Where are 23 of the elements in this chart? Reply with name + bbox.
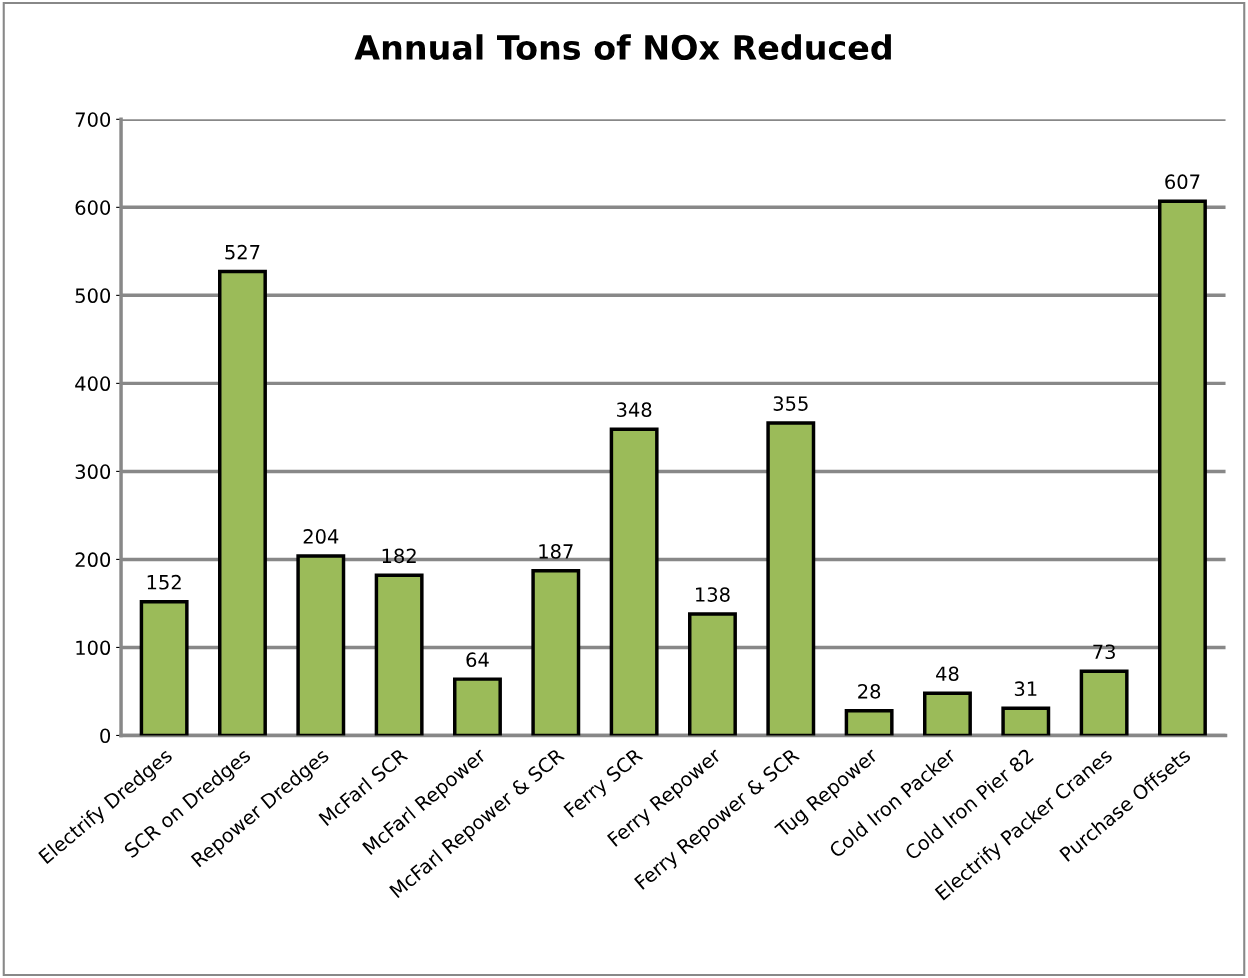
data-label: 64 (466, 652, 489, 668)
data-label: 48 (936, 666, 959, 682)
data-label: 607 (1165, 174, 1200, 190)
data-label: 527 (225, 244, 260, 260)
data-label: 73 (1093, 644, 1115, 660)
chart-title: Annual Tons of NOx Reduced (354, 34, 891, 61)
data-label: 31 (1014, 681, 1037, 697)
data-label: 138 (696, 587, 730, 602)
y-tick-label: 500 (75, 288, 111, 304)
y-tick-label: 200 (75, 552, 111, 568)
y-tick-label: 300 (75, 464, 111, 480)
data-label: 348 (617, 402, 652, 418)
data-label: 28 (858, 684, 881, 699)
y-tick-label: 0 (100, 728, 111, 744)
y-tick-label: 600 (75, 200, 111, 215)
y-tick-label: 100 (76, 640, 111, 656)
data-label: 187 (539, 544, 573, 559)
data-label: 204 (303, 529, 339, 544)
data-label: 355 (773, 396, 808, 411)
data-label: 182 (382, 548, 416, 564)
y-tick-label: 700 (75, 112, 111, 127)
y-tick-label: 400 (75, 376, 111, 392)
data-label: 152 (147, 574, 181, 590)
